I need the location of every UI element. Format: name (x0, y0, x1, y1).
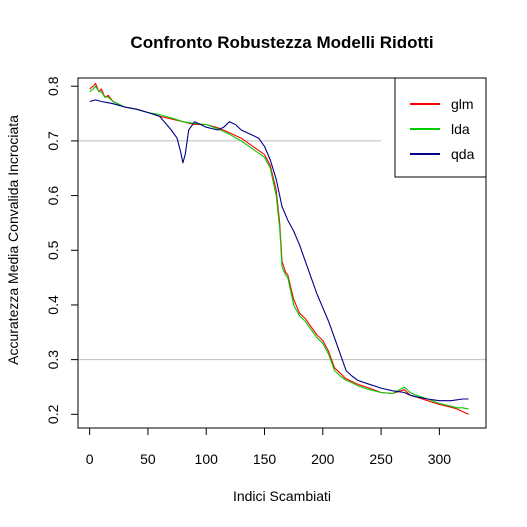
y-tick-label: 0.4 (45, 295, 61, 315)
y-tick-label: 0.3 (45, 350, 61, 370)
y-tick-label: 0.8 (45, 76, 61, 96)
x-tick-label: 250 (369, 451, 393, 467)
series-lines (89, 82, 469, 415)
legend-label-glm: glm (451, 96, 474, 112)
legend-label-lda: lda (451, 121, 470, 137)
x-axis-label: Indici Scambiati (233, 488, 331, 504)
y-tick-label: 0.5 (45, 240, 61, 260)
x-tick-label: 300 (428, 451, 452, 467)
legend-box (394, 77, 487, 178)
legend-label-qda: qda (451, 146, 475, 162)
x-tick-label: 50 (140, 451, 156, 467)
y-tick-label: 0.6 (45, 186, 61, 206)
plot-area-border (77, 77, 487, 429)
y-tick-label: 0.2 (45, 404, 61, 424)
x-tick-label: 0 (86, 451, 94, 467)
y-tick-label: 0.7 (45, 131, 61, 151)
reference-lines (78, 140, 486, 361)
x-tick-label: 100 (195, 451, 219, 467)
y-axis-label: Accuratezza Media Convalida Incrociata (5, 115, 21, 365)
series-line-qda (89, 99, 469, 402)
x-tick-label: 150 (253, 451, 277, 467)
legend: glm lda qda (394, 77, 487, 178)
chart-title: Confronto Robustezza Modelli Ridotti (130, 33, 433, 52)
x-tick-label: 200 (311, 451, 335, 467)
axes: 0 50 100 150 200 250 300 0.2 0.3 0.4 0.5 0.6 0.7 0.8 (45, 76, 451, 467)
